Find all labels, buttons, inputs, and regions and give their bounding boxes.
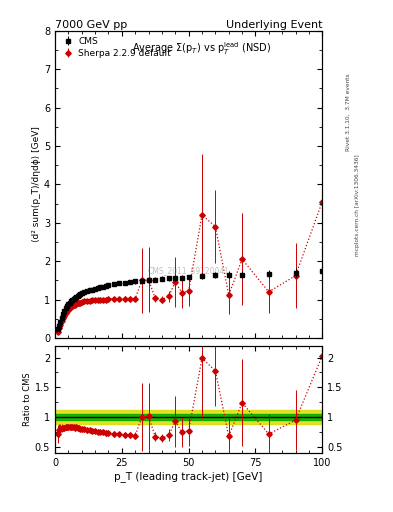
Text: mcplots.cern.ch [arXiv:1306.3436]: mcplots.cern.ch [arXiv:1306.3436] [355, 154, 360, 255]
Text: CMS_2011_S9120041: CMS_2011_S9120041 [148, 266, 230, 275]
Bar [55, 414, 322, 420]
Text: Average $\Sigma$(p$_T$) vs p$_T^{\rm lead}$ (NSD): Average $\Sigma$(p$_T$) vs p$_T^{\rm lea… [132, 40, 272, 57]
Bar [55, 410, 322, 424]
Y-axis label: ⟨d² sum(p_T)/dηdϕ⟩ [GeV]: ⟨d² sum(p_T)/dηdϕ⟩ [GeV] [32, 126, 41, 242]
Legend: CMS, Sherpa 2.2.9 default: CMS, Sherpa 2.2.9 default [59, 35, 173, 59]
X-axis label: p_T (leading track-jet) [GeV]: p_T (leading track-jet) [GeV] [114, 471, 263, 482]
Text: Underlying Event: Underlying Event [226, 19, 322, 30]
Text: 7000 GeV pp: 7000 GeV pp [55, 19, 127, 30]
Y-axis label: Ratio to CMS: Ratio to CMS [23, 373, 32, 426]
Text: Rivet 3.1.10,  3.7M events: Rivet 3.1.10, 3.7M events [345, 74, 350, 152]
